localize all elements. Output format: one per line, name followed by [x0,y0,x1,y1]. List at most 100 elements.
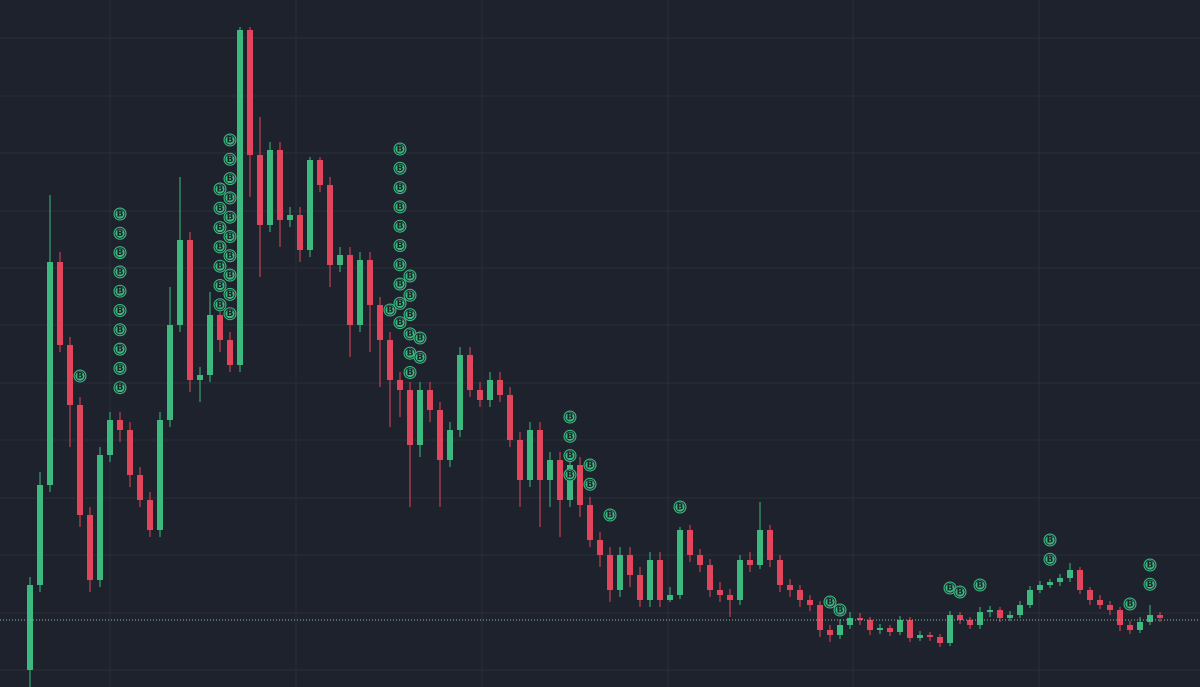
buy-marker-label: B [227,213,234,223]
buy-marker-label: B [407,291,414,301]
buy-marker-ring [214,183,226,195]
buy-marker-label: B [567,470,574,480]
buy-marker-ring [114,382,126,394]
buy-marker-label: B [217,300,224,310]
buy-marker-ring [954,586,966,598]
candle-body [507,395,513,440]
buy-marker [213,221,227,235]
candle-body [1097,600,1103,605]
candle-body [137,475,143,500]
buy-marker-ring [214,222,226,234]
candle-body [707,565,713,590]
candle-body [77,405,83,515]
buy-marker-ring [74,370,86,382]
candle-body [597,540,603,555]
candle-body [347,255,353,325]
buy-marker-label: B [1147,580,1154,590]
buy-marker-label: B [1047,555,1054,565]
candle-body [787,585,793,590]
buy-marker-ring [214,202,226,214]
buy-marker [393,316,407,330]
buy-marker-ring [224,153,236,165]
candle-body [837,625,843,635]
buy-marker-ring [564,469,576,481]
buy-marker-ring [394,220,406,232]
candle-body [927,635,933,637]
buy-marker-label: B [947,584,954,594]
candle-body [887,628,893,632]
candle-body [1047,582,1053,585]
candle-body [1107,605,1113,610]
candle-body [537,430,543,480]
buy-marker-ring [414,332,426,344]
candle-body [917,635,923,638]
candle-body [527,430,533,480]
buy-marker-ring [404,367,416,378]
buy-marker [1143,558,1157,572]
buy-marker [393,296,407,310]
buy-marker-label: B [117,325,124,335]
candle-body [777,560,783,585]
buy-marker-label: B [227,271,234,281]
buy-marker-ring [564,411,576,423]
buy-marker [113,284,127,298]
buy-marker [113,361,127,375]
candle-body [737,560,743,600]
candle-body [437,410,443,460]
candle-body [1067,570,1073,578]
buy-marker [113,342,127,356]
candle-body [37,485,43,585]
buy-marker [393,161,407,175]
buy-marker [823,595,837,609]
candle-body [987,610,993,612]
buy-marker-ring [1044,534,1056,546]
candle-body [287,215,293,220]
buy-marker-ring [214,280,226,291]
buy-marker [223,230,237,243]
buy-marker [393,258,407,272]
buy-marker-ring [224,192,236,204]
candle-body [617,555,623,590]
candle-body [407,390,413,445]
candle-body [67,345,73,405]
buy-marker-label: B [397,318,404,328]
buy-marker-label: B [227,290,234,300]
candle-body [1127,625,1133,630]
buy-marker [833,603,847,617]
buy-marker [943,581,957,595]
buy-marker [413,331,427,345]
candle-body [587,505,593,540]
buy-marker [393,181,407,195]
buy-marker-ring [114,305,126,316]
candle-body [767,530,773,560]
buy-marker [403,346,417,360]
candle-body [257,155,263,225]
buy-marker [213,279,227,292]
candle-body [1027,590,1033,605]
candle-body [387,340,393,380]
buy-marker [223,268,237,282]
buy-marker-ring [114,343,126,355]
candle-body [1117,610,1123,625]
buy-marker-ring [564,430,576,442]
candle-body [57,262,63,345]
buy-marker [113,381,127,395]
buy-marker [403,366,417,379]
buy-marker-label: B [117,210,124,220]
buy-marker-label: B [117,383,124,393]
candle-body [467,355,473,390]
candle-body [227,340,233,365]
candle-body [907,620,913,638]
buy-marker [113,226,127,240]
candle-body [657,560,663,600]
candle-body [847,618,853,625]
candle-body [97,455,103,580]
candle-body [247,30,253,155]
buy-marker-label: B [117,267,124,277]
candle-body [1057,578,1063,582]
buy-marker-ring [114,362,126,374]
buy-marker [213,182,227,196]
candle-body [857,618,863,620]
